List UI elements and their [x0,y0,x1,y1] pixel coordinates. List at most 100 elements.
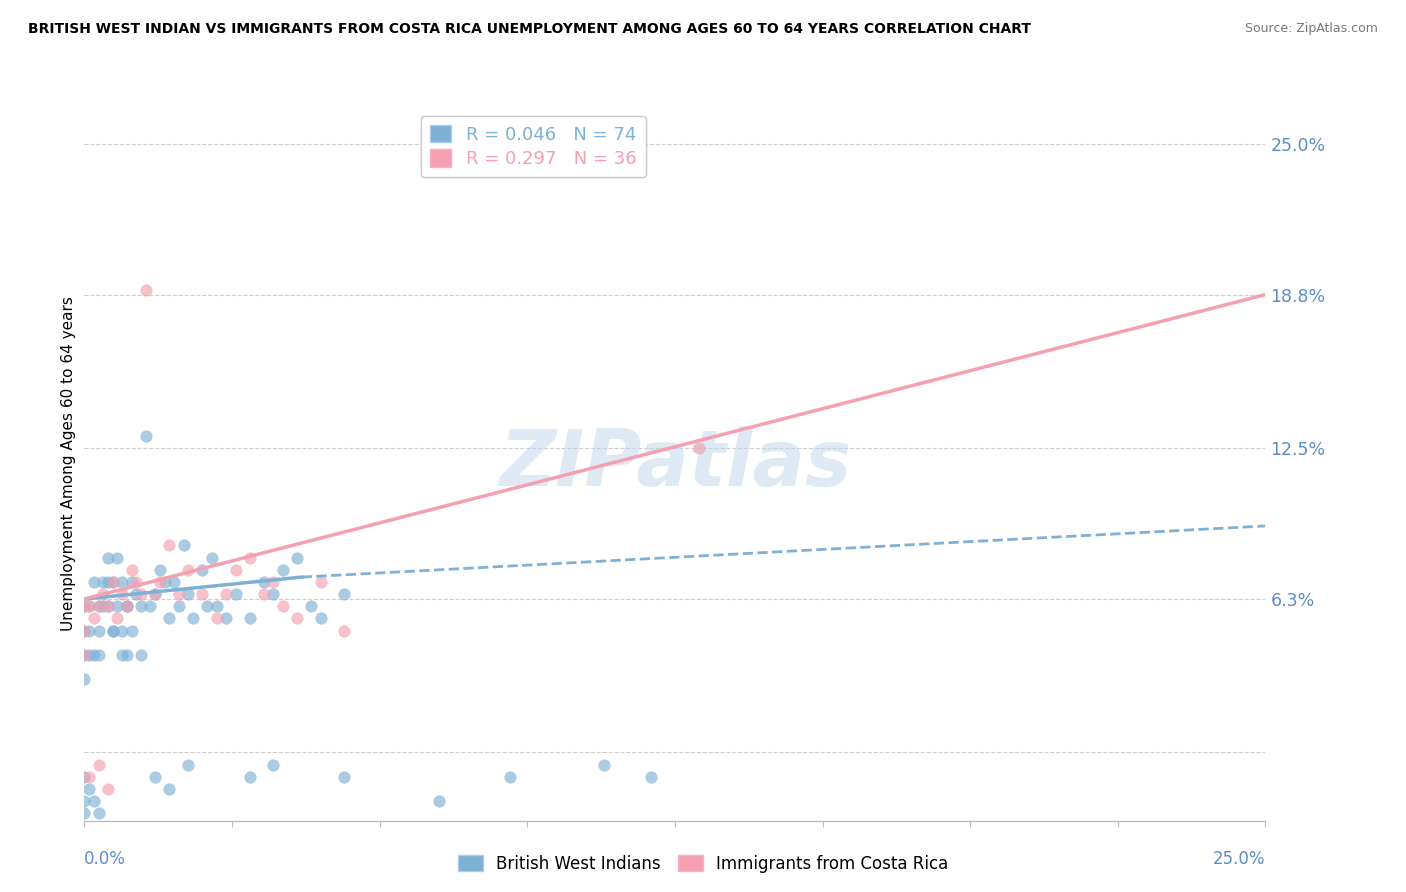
Point [73,806,96,821]
Text: BRITISH WEST INDIAN VS IMMIGRANTS FROM COSTA RICA UNEMPLOYMENT AMONG AGES 60 TO : BRITISH WEST INDIAN VS IMMIGRANTS FROM C… [28,22,1031,37]
Point [271,599,294,614]
Point [157,782,180,797]
Point [225,563,247,577]
Point [73,599,96,614]
Point [299,599,322,614]
Point [107,599,129,614]
Point [239,770,262,784]
Point [111,574,134,589]
Point [87,599,110,614]
Point [181,611,204,625]
Point [262,757,284,772]
Point [135,283,157,297]
Point [143,770,166,784]
Point [91,599,114,614]
Point [177,757,200,772]
Point [83,611,105,625]
Point [177,587,200,601]
Point [77,648,100,662]
Point [129,587,152,601]
Point [101,624,124,638]
Point [427,794,450,808]
Point [87,624,110,638]
Point [157,538,180,552]
Point [149,574,172,589]
Point [253,587,276,601]
Point [101,574,124,589]
Point [125,574,148,589]
Point [239,611,262,625]
Point [173,538,195,552]
Point [215,611,238,625]
Point [253,574,276,589]
Point [101,624,124,638]
Point [77,599,100,614]
Point [97,782,120,797]
Point [139,599,162,614]
Point [77,770,100,784]
Point [73,624,96,638]
Point [77,599,100,614]
Point [191,587,214,601]
Point [107,550,129,565]
Point [97,574,120,589]
Point [73,673,96,687]
Point [115,648,138,662]
Point [129,599,152,614]
Point [91,587,114,601]
Legend: R = 0.046   N = 74, R = 0.297   N = 36: R = 0.046 N = 74, R = 0.297 N = 36 [420,116,645,178]
Point [271,563,294,577]
Point [593,757,616,772]
Point [143,587,166,601]
Point [177,563,200,577]
Point [107,611,129,625]
Point [285,611,308,625]
Point [101,574,124,589]
Text: Source: ZipAtlas.com: Source: ZipAtlas.com [1244,22,1378,36]
Point [111,587,134,601]
Point [83,794,105,808]
Point [640,770,662,784]
Point [333,624,356,638]
Point [97,599,120,614]
Text: 0.0%: 0.0% [84,850,127,868]
Point [87,757,110,772]
Point [125,587,148,601]
Point [333,770,356,784]
Point [167,599,190,614]
Point [205,599,228,614]
Y-axis label: Unemployment Among Ages 60 to 64 years: Unemployment Among Ages 60 to 64 years [60,296,76,632]
Point [333,587,356,601]
Point [262,574,284,589]
Point [77,782,100,797]
Point [309,611,332,625]
Point [83,574,105,589]
Point [115,599,138,614]
Point [83,648,105,662]
Point [111,624,134,638]
Point [121,624,143,638]
Point [167,587,190,601]
Point [191,563,214,577]
Point [225,587,247,601]
Point [195,599,218,614]
Point [73,648,96,662]
Point [73,599,96,614]
Point [239,550,262,565]
Point [73,770,96,784]
Point [91,574,114,589]
Point [73,648,96,662]
Point [121,574,143,589]
Point [262,587,284,601]
Point [87,599,110,614]
Point [115,599,138,614]
Point [121,563,143,577]
Legend: British West Indians, Immigrants from Costa Rica: British West Indians, Immigrants from Co… [451,848,955,880]
Point [129,648,152,662]
Point [153,574,176,589]
Point [97,550,120,565]
Point [688,441,710,455]
Point [205,611,228,625]
Point [77,624,100,638]
Text: 25.0%: 25.0% [1213,850,1265,868]
